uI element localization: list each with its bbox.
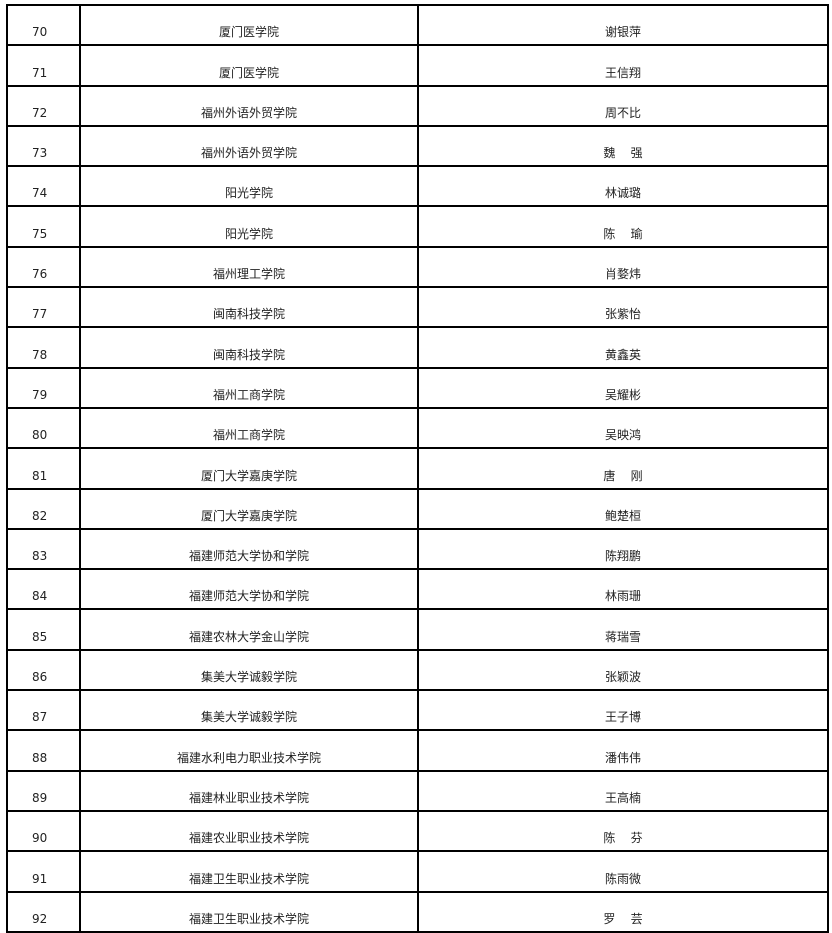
row-number: 71 — [6, 44, 81, 87]
row-number: 81 — [6, 447, 81, 490]
table-row: 92 福建卫生职业技术学院罗 芸 — [6, 890, 829, 933]
table-row: 83 福建师范大学协和学院 陈翔鹏 — [6, 527, 829, 571]
school-name: 福州外语外贸学院 — [79, 124, 419, 168]
table-row: 71 厦门医学院 王信翔 — [6, 44, 829, 87]
school-name: 厦门医学院 — [79, 44, 419, 87]
row-number: 87 — [6, 689, 81, 732]
table-row: 73 福州外语外贸学院魏 强 — [6, 124, 829, 168]
row-number: 70 — [6, 3, 81, 47]
row-number: 88 — [6, 729, 81, 772]
row-number: 85 — [6, 608, 81, 651]
person-name: 王信翔 — [417, 44, 829, 87]
school-name: 福建农业职业技术学院 — [79, 809, 419, 853]
row-number: 86 — [6, 648, 81, 692]
table-row: 74 阳光学院 林诚璐 — [6, 165, 829, 208]
table-row: 75 阳光学院陈 瑜 — [6, 205, 829, 248]
table-row: 91 福建卫生职业技术学院 陈雨微 — [6, 850, 829, 893]
person-name: 魏 强 — [417, 124, 829, 168]
row-number: 77 — [6, 286, 81, 329]
person-name: 谢银萍 — [417, 3, 829, 47]
person-name: 张颖波 — [417, 648, 829, 692]
school-name: 福建卫生职业技术学院 — [79, 850, 419, 893]
table-row: 87 集美大学诚毅学院 王子博 — [6, 689, 829, 732]
person-name: 唐 刚 — [417, 447, 829, 490]
row-number: 79 — [6, 366, 81, 409]
row-number: 91 — [6, 850, 81, 893]
person-name: 黄鑫英 — [417, 326, 829, 369]
row-number: 89 — [6, 769, 81, 812]
school-name: 福州工商学院 — [79, 406, 419, 450]
school-name: 厦门医学院 — [79, 3, 419, 47]
school-name: 福州理工学院 — [79, 245, 419, 289]
person-name: 林诚璐 — [417, 165, 829, 208]
person-name: 肖婺炜 — [417, 245, 829, 289]
person-name: 王子博 — [417, 689, 829, 732]
table-row: 89 福建林业职业技术学院 王高楠 — [6, 769, 829, 812]
school-name: 集美大学诚毅学院 — [79, 689, 419, 732]
person-name: 潘伟伟 — [417, 729, 829, 772]
school-name: 阳光学院 — [79, 205, 419, 248]
row-number: 74 — [6, 165, 81, 208]
table-row: 79 福州工商学院 吴耀彬 — [6, 366, 829, 409]
school-name: 福建农林大学金山学院 — [79, 608, 419, 651]
person-name: 陈雨微 — [417, 850, 829, 893]
school-name: 闽南科技学院 — [79, 326, 419, 369]
person-name: 王高楠 — [417, 769, 829, 812]
person-name: 鲍楚桓 — [417, 487, 829, 530]
row-number: 75 — [6, 205, 81, 248]
school-name: 阳光学院 — [79, 165, 419, 208]
row-number: 76 — [6, 245, 81, 289]
row-number: 92 — [6, 890, 81, 933]
table-row: 72 福州外语外贸学院 周不比 — [6, 84, 829, 127]
row-number: 80 — [6, 406, 81, 450]
roster-table: 70 厦门医学院 谢银萍 71 厦门医学院 王信翔 72 福州外语外贸学院 周不比 73 福州外语外… — [6, 3, 829, 933]
row-number: 83 — [6, 527, 81, 571]
table-row: 78 闽南科技学院 黄鑫英 — [6, 326, 829, 369]
row-number: 72 — [6, 84, 81, 127]
person-name: 张紫怡 — [417, 286, 829, 329]
school-name: 福建水利电力职业技术学院 — [79, 729, 419, 772]
school-name: 厦门大学嘉庚学院 — [79, 447, 419, 490]
person-name: 陈翔鹏 — [417, 527, 829, 571]
row-number: 90 — [6, 809, 81, 853]
school-name: 福建师范大学协和学院 — [79, 568, 419, 611]
table-row: 77 闽南科技学院 张紫怡 — [6, 286, 829, 329]
person-name: 罗 芸 — [417, 890, 829, 933]
person-name: 吴耀彬 — [417, 366, 829, 409]
row-number: 73 — [6, 124, 81, 168]
table-row: 86 集美大学诚毅学院 张颖波 — [6, 648, 829, 692]
table-row: 84 福建师范大学协和学院 林雨珊 — [6, 568, 829, 611]
school-name: 福州工商学院 — [79, 366, 419, 409]
person-name: 吴映鸿 — [417, 406, 829, 450]
person-name: 蒋瑞雪 — [417, 608, 829, 651]
roster-table-body: 70 厦门医学院 谢银萍 71 厦门医学院 王信翔 72 福州外语外贸学院 周不比 73 福州外语外… — [6, 3, 829, 933]
table-row: 85 福建农林大学金山学院 蒋瑞雪 — [6, 608, 829, 651]
row-number: 84 — [6, 568, 81, 611]
table-row: 76 福州理工学院 肖婺炜 — [6, 245, 829, 289]
table-row: 82 厦门大学嘉庚学院 鲍楚桓 — [6, 487, 829, 530]
school-name: 集美大学诚毅学院 — [79, 648, 419, 692]
table-row: 70 厦门医学院 谢银萍 — [6, 3, 829, 47]
school-name: 福建卫生职业技术学院 — [79, 890, 419, 933]
school-name: 闽南科技学院 — [79, 286, 419, 329]
table-row: 80 福州工商学院 吴映鸿 — [6, 406, 829, 450]
table-row: 81 厦门大学嘉庚学院唐 刚 — [6, 447, 829, 490]
person-name: 周不比 — [417, 84, 829, 127]
table-row: 90 福建农业职业技术学院陈 芬 — [6, 809, 829, 853]
table-row: 88 福建水利电力职业技术学院 潘伟伟 — [6, 729, 829, 772]
person-name: 陈 瑜 — [417, 205, 829, 248]
person-name: 陈 芬 — [417, 809, 829, 853]
school-name: 福州外语外贸学院 — [79, 84, 419, 127]
school-name: 福建师范大学协和学院 — [79, 527, 419, 571]
school-name: 厦门大学嘉庚学院 — [79, 487, 419, 530]
school-name: 福建林业职业技术学院 — [79, 769, 419, 812]
row-number: 78 — [6, 326, 81, 369]
row-number: 82 — [6, 487, 81, 530]
person-name: 林雨珊 — [417, 568, 829, 611]
